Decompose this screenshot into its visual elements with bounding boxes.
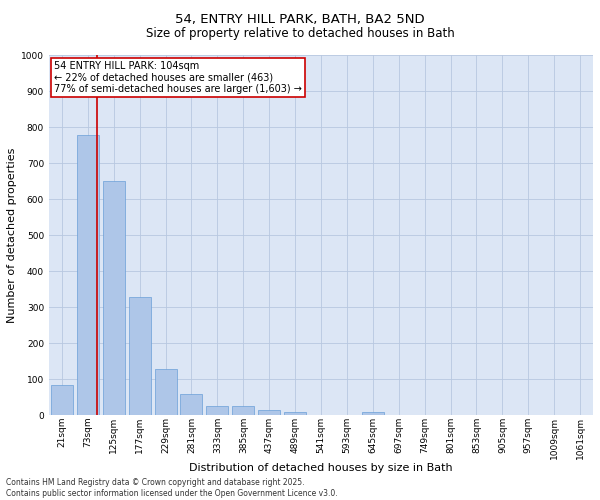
Bar: [77, 134, 99, 416]
Bar: [362, 412, 384, 416]
Bar: [155, 368, 176, 416]
Text: Contains HM Land Registry data © Crown copyright and database right 2025.
Contai: Contains HM Land Registry data © Crown c…: [6, 478, 338, 498]
Bar: [181, 394, 202, 415]
Bar: [206, 406, 229, 416]
Bar: [128, 296, 151, 416]
Bar: [232, 406, 254, 416]
Bar: [103, 182, 125, 416]
Text: 54, ENTRY HILL PARK, BATH, BA2 5ND: 54, ENTRY HILL PARK, BATH, BA2 5ND: [175, 12, 425, 26]
Bar: [258, 410, 280, 416]
Bar: [51, 385, 73, 416]
Bar: [284, 412, 306, 416]
Text: 54 ENTRY HILL PARK: 104sqm
← 22% of detached houses are smaller (463)
77% of sem: 54 ENTRY HILL PARK: 104sqm ← 22% of deta…: [55, 61, 302, 94]
X-axis label: Distribution of detached houses by size in Bath: Distribution of detached houses by size …: [189, 463, 453, 473]
Text: Size of property relative to detached houses in Bath: Size of property relative to detached ho…: [146, 28, 454, 40]
Y-axis label: Number of detached properties: Number of detached properties: [7, 148, 17, 323]
